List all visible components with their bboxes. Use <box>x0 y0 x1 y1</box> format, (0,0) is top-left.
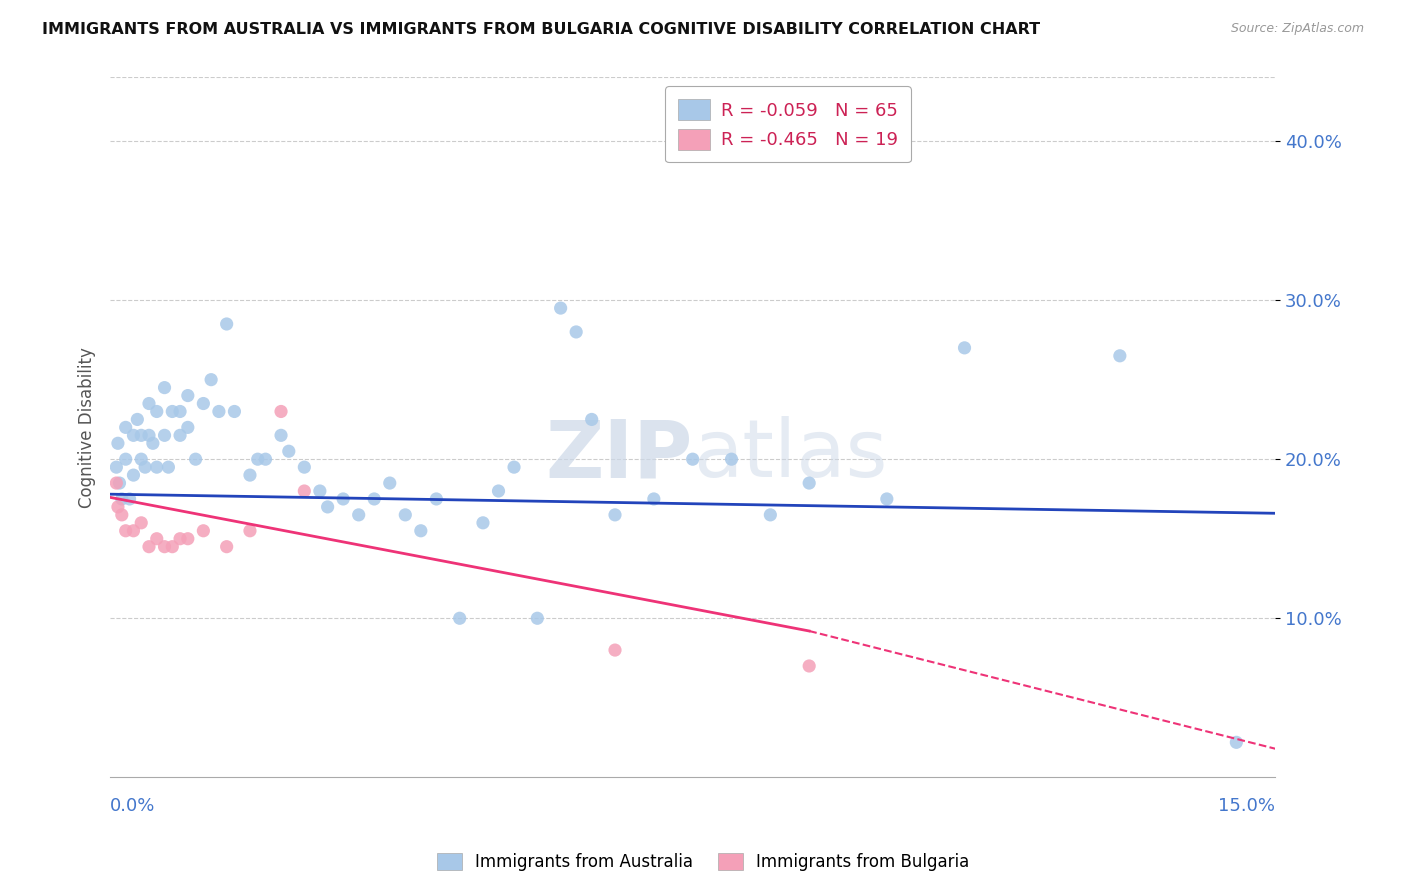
Point <box>138 396 160 410</box>
Point <box>603 643 626 657</box>
Point <box>799 659 821 673</box>
Point <box>129 516 152 530</box>
Legend: R = -0.059   N = 65, R = -0.465   N = 19: R = -0.059 N = 65, R = -0.465 N = 19 <box>665 87 911 162</box>
Point <box>1225 735 1247 749</box>
Point <box>292 483 315 498</box>
Point <box>643 491 665 506</box>
Point <box>111 491 134 506</box>
Point <box>111 508 134 522</box>
Point <box>193 396 215 410</box>
Text: IMMIGRANTS FROM AUSTRALIA VS IMMIGRANTS FROM BULGARIA COGNITIVE DISABILITY CORRE: IMMIGRANTS FROM AUSTRALIA VS IMMIGRANTS … <box>42 22 1040 37</box>
Point <box>472 516 495 530</box>
Point <box>118 491 141 506</box>
Point <box>316 500 339 514</box>
Point <box>127 412 149 426</box>
Point <box>169 428 191 442</box>
Point <box>254 452 277 467</box>
Point <box>145 532 167 546</box>
Point <box>169 404 191 418</box>
Point <box>138 428 160 442</box>
Point <box>378 476 401 491</box>
Point <box>177 532 200 546</box>
Point <box>114 452 136 467</box>
Point <box>363 491 385 506</box>
Point <box>145 404 167 418</box>
Point <box>425 491 447 506</box>
Text: 0.0%: 0.0% <box>110 797 156 815</box>
Point <box>292 460 315 475</box>
Point <box>129 452 152 467</box>
Point <box>270 404 292 418</box>
Point <box>215 540 238 554</box>
Point <box>799 476 821 491</box>
Point <box>162 540 184 554</box>
Point <box>270 428 292 442</box>
Point <box>142 436 165 450</box>
Point <box>347 508 370 522</box>
Point <box>550 301 572 315</box>
Point <box>488 483 510 498</box>
Text: 15.0%: 15.0% <box>1218 797 1275 815</box>
Point <box>208 404 231 418</box>
Point <box>581 412 603 426</box>
Point <box>246 452 269 467</box>
Point <box>157 460 180 475</box>
Legend: Immigrants from Australia, Immigrants from Bulgaria: Immigrants from Australia, Immigrants fr… <box>429 845 977 880</box>
Point <box>277 444 299 458</box>
Point <box>107 500 129 514</box>
Point <box>720 452 742 467</box>
Point <box>105 476 128 491</box>
Point <box>759 508 782 522</box>
Point <box>394 508 416 522</box>
Point <box>603 508 626 522</box>
Point <box>177 388 200 402</box>
Point <box>153 428 176 442</box>
Point <box>449 611 471 625</box>
Point <box>184 452 207 467</box>
Point <box>193 524 215 538</box>
Point <box>129 428 152 442</box>
Point <box>162 404 184 418</box>
Point <box>114 524 136 538</box>
Point <box>565 325 588 339</box>
Point <box>134 460 156 475</box>
Point <box>145 460 167 475</box>
Point <box>215 317 238 331</box>
Point <box>876 491 898 506</box>
Text: Source: ZipAtlas.com: Source: ZipAtlas.com <box>1230 22 1364 36</box>
Y-axis label: Cognitive Disability: Cognitive Disability <box>79 347 96 508</box>
Point <box>177 420 200 434</box>
Point <box>308 483 330 498</box>
Point <box>239 468 262 483</box>
Text: ZIP: ZIP <box>546 417 693 494</box>
Point <box>239 524 262 538</box>
Point <box>105 460 128 475</box>
Point <box>122 468 145 483</box>
Text: atlas: atlas <box>693 417 887 494</box>
Point <box>153 540 176 554</box>
Point <box>682 452 704 467</box>
Point <box>169 532 191 546</box>
Point <box>1108 349 1130 363</box>
Point <box>953 341 976 355</box>
Point <box>114 420 136 434</box>
Point <box>108 476 131 491</box>
Point <box>107 436 129 450</box>
Point <box>138 540 160 554</box>
Point <box>503 460 526 475</box>
Point <box>153 381 176 395</box>
Point <box>409 524 432 538</box>
Point <box>224 404 246 418</box>
Point <box>122 524 145 538</box>
Point <box>332 491 354 506</box>
Point <box>200 373 222 387</box>
Point <box>526 611 548 625</box>
Point <box>122 428 145 442</box>
